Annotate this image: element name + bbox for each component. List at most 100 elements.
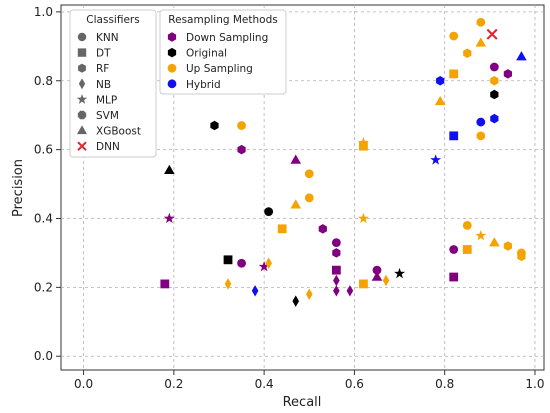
data-point-star (163, 212, 175, 224)
data-point-hexagon (210, 120, 219, 131)
axis-ticks: 0.0 0.2 0.4 0.6 0.8 1.0 0.0 0.2 0.4 0.6 0.8 1.0 (34, 5, 545, 391)
legend-entry-label: Hybrid (186, 79, 221, 91)
data-point-hexagon (490, 76, 499, 86)
data-point-hexagon (490, 113, 499, 124)
data-point-triangle (371, 271, 383, 281)
data-point-hexagon (503, 241, 512, 251)
x-tick-label: 0.6 (345, 377, 364, 391)
data-point-square (359, 141, 368, 151)
legend-resampling-title: Resampling Methods (168, 14, 277, 26)
legend-entry-label: KNN (96, 32, 119, 44)
legend-resampling-box (159, 9, 287, 95)
data-point-square (359, 279, 368, 289)
data-point-circle (449, 31, 459, 41)
data-point-triangle (434, 95, 446, 106)
data-point-star (475, 229, 487, 241)
x-tick-label: 1.0 (525, 377, 544, 391)
legend-entry-label: DNN (96, 141, 120, 153)
data-point-hexagon (237, 144, 246, 155)
legend-entry-label: Down Sampling (186, 32, 268, 44)
data-point-square (449, 272, 459, 282)
legend-marker-diamond (78, 78, 86, 90)
data-point-diamond (333, 285, 340, 297)
data-point-circle (304, 193, 314, 203)
data-point-hexagon (517, 251, 526, 262)
data-point-square (160, 279, 170, 289)
x-tick-label: 0.2 (164, 377, 183, 391)
data-point-diamond (305, 288, 313, 300)
data-point-diamond (224, 278, 232, 290)
legend-resampling: Resampling Methods Down Sampling Original… (159, 9, 287, 95)
x-tick-label: 0.0 (74, 377, 93, 391)
legend-marker-square (77, 48, 87, 57)
data-point-triangle (290, 154, 302, 164)
data-point-circle (476, 17, 486, 27)
legend-marker-circle (167, 63, 177, 73)
data-point-hexagon (490, 89, 499, 100)
legend-entry-label: RF (96, 63, 109, 75)
data-point-hexagon (463, 48, 472, 58)
data-point-square (331, 265, 341, 275)
data-point-circle (462, 220, 472, 230)
data-point-x (486, 28, 498, 40)
data-point-triangle (516, 51, 527, 61)
data-point-hexagon (318, 224, 327, 234)
legend-marker-hexagon (167, 47, 177, 58)
data-point-triangle (164, 164, 175, 175)
x-tick-label: 0.4 (255, 377, 274, 391)
data-point-square (462, 245, 472, 254)
data-point-circle (476, 131, 486, 141)
data-point-circle (304, 169, 314, 179)
legend-entry-label: MLP (96, 94, 117, 106)
x-tick-label: 0.8 (435, 377, 454, 391)
data-point-square (223, 255, 233, 265)
data-point-star (258, 260, 270, 272)
y-tick-label: 0.2 (34, 280, 53, 294)
legend-entry-label: XGBoost (96, 126, 141, 138)
data-point-square (277, 224, 287, 234)
data-point-diamond (292, 295, 300, 307)
data-point-hexagon (332, 248, 341, 258)
data-point-diamond (333, 274, 340, 287)
data-point-square (449, 131, 459, 141)
data-point-circle (264, 207, 274, 217)
legend-entry-label: Up Sampling (186, 63, 253, 75)
y-tick-label: 0.4 (34, 211, 53, 225)
data-point-diamond (251, 285, 259, 297)
legend-marker-triangle (76, 125, 88, 135)
legend-entry-label: Original (186, 48, 227, 60)
data-point-star (430, 154, 442, 165)
data-point-hexagon (503, 69, 512, 79)
legend-marker-star (76, 93, 88, 104)
legend-entry-label: SVM (96, 110, 119, 122)
data-point-diamond (265, 257, 272, 269)
legend-marker-hexagon (167, 32, 177, 42)
data-point-hexagon (436, 76, 445, 86)
data-points (160, 17, 527, 307)
y-tick-label: 0.8 (34, 74, 53, 88)
data-point-triangle (475, 37, 487, 47)
legend-marker-circle (167, 79, 177, 89)
data-point-star (358, 212, 369, 224)
legend-marker-x (77, 141, 87, 151)
data-point-circle (237, 121, 246, 130)
legend-marker-circle (77, 32, 87, 42)
data-point-triangle (290, 199, 302, 209)
data-point-diamond (346, 285, 354, 297)
legend-marker-hexagon (78, 63, 86, 73)
legend-classifiers-title: Classifiers (86, 14, 139, 26)
data-point-circle (372, 265, 382, 275)
legend-classifiers-box (69, 9, 157, 158)
data-point-circle (489, 62, 499, 72)
x-axis-label: Recall (283, 395, 322, 410)
legend-entry-label: DT (96, 48, 111, 60)
data-point-circle (476, 117, 486, 127)
y-tick-label: 0.0 (34, 349, 53, 363)
data-point-square (449, 69, 459, 79)
data-point-star (394, 267, 405, 279)
legend-marker-octagon (77, 110, 87, 120)
data-point-diamond (382, 274, 390, 287)
y-axis-label: Precision (11, 159, 26, 217)
data-point-triangle (489, 237, 500, 247)
